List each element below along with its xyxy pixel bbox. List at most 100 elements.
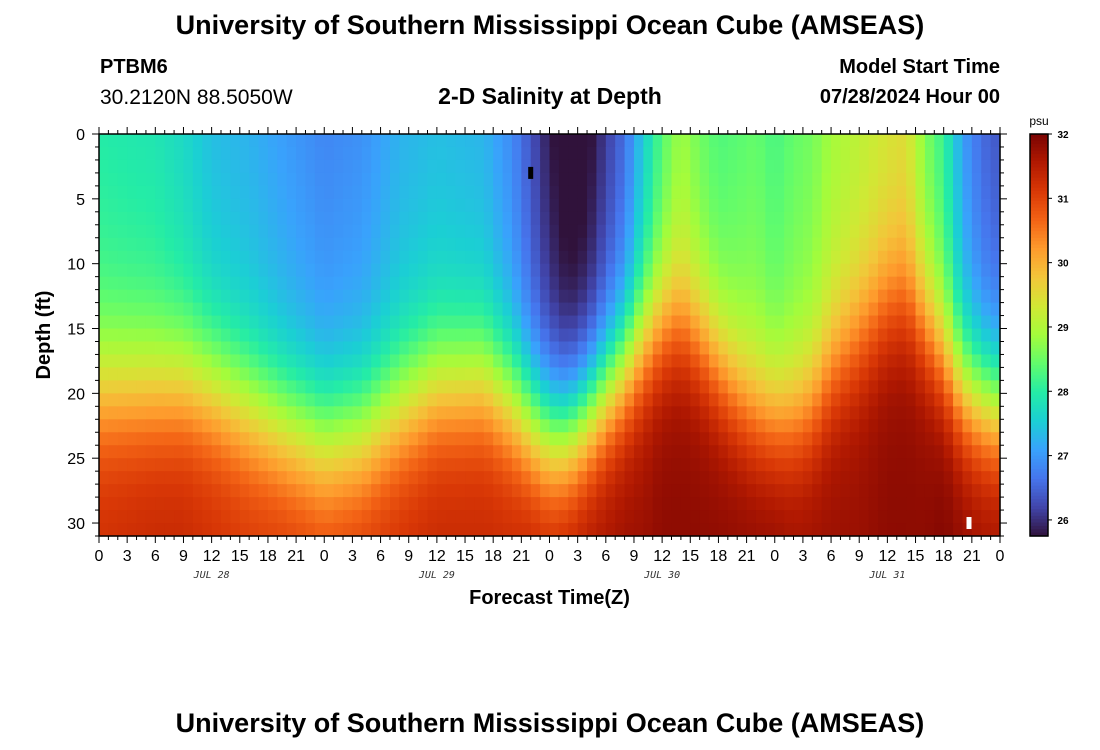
heatmap-cell — [784, 341, 795, 356]
heatmap-cell — [521, 471, 532, 485]
heatmap-cell — [671, 497, 682, 511]
heatmap-cell — [408, 185, 419, 200]
heatmap-cell — [399, 289, 410, 304]
heatmap-cell — [530, 134, 541, 148]
heatmap-cell — [877, 134, 888, 148]
heatmap-cell — [361, 471, 372, 485]
heatmap-cell — [446, 510, 457, 524]
heatmap-cell — [502, 523, 513, 537]
heatmap-cell — [821, 497, 832, 511]
heatmap-cell — [474, 302, 485, 317]
heatmap-cell — [502, 159, 513, 174]
heatmap-cell — [784, 302, 795, 317]
heatmap-cell — [943, 497, 954, 511]
heatmap-cell — [624, 172, 635, 187]
heatmap-cell — [436, 315, 447, 330]
heatmap-cell — [202, 471, 213, 485]
heatmap-cell — [371, 276, 382, 291]
heatmap-cell — [924, 211, 935, 226]
heatmap-cell — [249, 146, 260, 161]
heatmap-cell — [577, 172, 588, 187]
heatmap-cell — [399, 471, 410, 485]
heatmap-cell — [183, 510, 194, 524]
heatmap-cell — [727, 198, 738, 213]
heatmap-cell — [474, 445, 485, 459]
x-tick-label: 0 — [770, 548, 779, 565]
heatmap-cell — [427, 406, 438, 420]
heatmap-cell — [202, 341, 213, 356]
colorbar-swatch — [1030, 485, 1048, 490]
heatmap-cell — [183, 354, 194, 369]
heatmap-cell — [812, 328, 823, 343]
heatmap-cell — [230, 250, 241, 265]
heatmap-cell — [887, 354, 898, 369]
heatmap-cell — [343, 497, 354, 511]
heatmap-cell — [662, 276, 673, 291]
heatmap-cell — [530, 276, 541, 291]
heatmap-cell — [981, 419, 992, 433]
heatmap-cell — [558, 523, 569, 537]
heatmap-cell — [671, 159, 682, 174]
heatmap-cell — [755, 484, 766, 498]
heatmap-cell — [549, 523, 560, 537]
heatmap-cell — [793, 263, 804, 278]
colorbar-swatch — [1030, 365, 1048, 370]
heatmap-cell — [540, 146, 551, 161]
heatmap-cell — [108, 419, 119, 433]
heatmap-cell — [615, 510, 626, 524]
heatmap-cell — [840, 367, 851, 381]
heatmap-cell — [145, 250, 156, 265]
heatmap-cell — [314, 134, 325, 148]
heatmap-cell — [934, 445, 945, 459]
heatmap-cell — [615, 211, 626, 226]
heatmap-cell — [361, 159, 372, 174]
heatmap-cell — [136, 198, 147, 213]
heatmap-cell — [737, 393, 748, 407]
x-tick-label: 18 — [935, 548, 953, 565]
heatmap-cell — [953, 393, 964, 407]
heatmap-cell — [258, 367, 269, 381]
heatmap-cell — [896, 419, 907, 433]
heatmap-cell — [709, 146, 720, 161]
heatmap-cell — [643, 484, 654, 498]
heatmap-cell — [530, 159, 541, 174]
heatmap-cell — [192, 198, 203, 213]
heatmap-cell — [108, 471, 119, 485]
heatmap-cell — [934, 328, 945, 343]
heatmap-cell — [802, 471, 813, 485]
heatmap-cell — [333, 328, 344, 343]
heatmap-cell — [849, 224, 860, 239]
heatmap-cell — [258, 315, 269, 330]
heatmap-cell — [831, 367, 842, 381]
heatmap-cell — [352, 497, 363, 511]
heatmap-cell — [662, 146, 673, 161]
heatmap-cell — [324, 484, 335, 498]
heatmap-cell — [981, 497, 992, 511]
heatmap-cell — [352, 185, 363, 200]
heatmap-cell — [605, 224, 616, 239]
heatmap-cell — [558, 328, 569, 343]
heatmap-cell — [202, 172, 213, 187]
heatmap-cell — [446, 185, 457, 200]
heatmap-cell — [934, 354, 945, 369]
heatmap-cell — [136, 510, 147, 524]
heatmap-cell — [568, 497, 579, 511]
heatmap-cell — [427, 198, 438, 213]
heatmap-cell — [408, 471, 419, 485]
heatmap-cell — [540, 458, 551, 472]
colorbar-swatch — [1030, 472, 1048, 477]
heatmap-cell — [821, 134, 832, 148]
heatmap-cell — [680, 458, 691, 472]
heatmap-cell — [587, 445, 598, 459]
heatmap-cell — [530, 458, 541, 472]
heatmap-cell — [361, 146, 372, 161]
heatmap-cell — [521, 484, 532, 498]
heatmap-cell — [887, 393, 898, 407]
heatmap-cell — [436, 380, 447, 394]
heatmap-cell — [239, 510, 250, 524]
heatmap-cell — [887, 289, 898, 304]
heatmap-cell — [521, 367, 532, 381]
heatmap-cell — [840, 419, 851, 433]
heatmap-cell — [540, 471, 551, 485]
heatmap-cell — [174, 458, 185, 472]
